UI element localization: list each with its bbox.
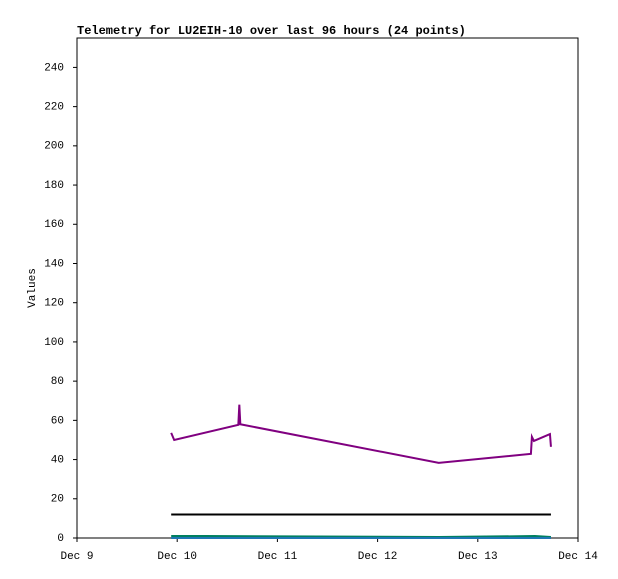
y-tick-label: 140 xyxy=(44,258,64,270)
x-tick-label: Dec 12 xyxy=(358,551,398,563)
y-tick-label: 40 xyxy=(51,454,64,466)
y-tick-label: 220 xyxy=(44,102,64,114)
y-axis-label: Values xyxy=(27,268,39,308)
series-line xyxy=(171,535,552,539)
y-tick-label: 200 xyxy=(44,141,64,153)
y-tick-label: 240 xyxy=(44,62,64,74)
x-tick-label: Dec 11 xyxy=(258,551,298,563)
y-tick-label: 160 xyxy=(44,219,64,231)
y-tick-label: 0 xyxy=(57,533,64,545)
y-tick-label: 20 xyxy=(51,494,64,506)
x-tick-label: Dec 13 xyxy=(458,551,498,563)
x-tick-label: Dec 9 xyxy=(60,551,93,563)
x-tick-label: Dec 14 xyxy=(558,551,598,563)
y-tick-label: 120 xyxy=(44,298,64,310)
x-tick-label: Dec 10 xyxy=(157,551,197,563)
y-tick-label: 100 xyxy=(44,337,64,349)
y-tick-label: 180 xyxy=(44,180,64,192)
y-tick-label: 60 xyxy=(51,415,64,427)
y-tick-label: 80 xyxy=(51,376,64,388)
series-line xyxy=(170,404,552,464)
plot-frame xyxy=(76,37,579,539)
chart-title: Telemetry for LU2EIH-10 over last 96 hou… xyxy=(77,24,466,38)
